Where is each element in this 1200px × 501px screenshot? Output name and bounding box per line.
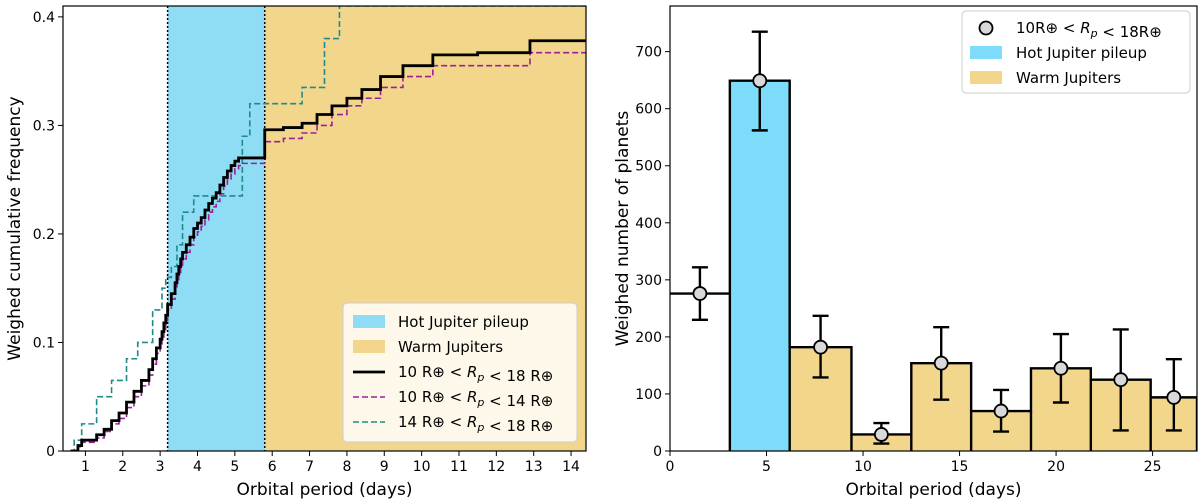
x-tick-label: 0 <box>666 459 675 475</box>
x-tick-label: 15 <box>951 459 969 475</box>
legend-label: 14 R⊕ < Rp < 18 R⊕ <box>398 413 553 435</box>
x-tick-label: 11 <box>450 459 468 475</box>
hot-jupiter-region <box>167 6 265 451</box>
x-tick-label: 9 <box>380 459 389 475</box>
y-tick-label: 0 <box>46 444 55 460</box>
data-point <box>1166 389 1182 405</box>
legend-box <box>342 302 578 443</box>
data-point <box>993 403 1009 419</box>
data-point <box>933 355 949 371</box>
legend-label: 10R⊕ < Rp < 18R⊕ <box>1016 19 1162 41</box>
y-tick-label: 400 <box>635 216 662 232</box>
x-tick-label: 1 <box>81 459 90 475</box>
legend-box <box>961 10 1191 94</box>
x-tick-label: 12 <box>487 459 505 475</box>
legend-swatch <box>970 71 1002 84</box>
y-tick-label: 600 <box>635 102 662 118</box>
y-tick-label: 100 <box>635 387 662 403</box>
plot-frame <box>62 5 587 452</box>
plot-area <box>670 30 1197 451</box>
plot-frame <box>669 5 1198 452</box>
x-tick-label: 5 <box>230 459 239 475</box>
legend-label: Warm Jupiters <box>1016 69 1121 87</box>
x-axis-label: Orbital period (days) <box>845 480 1021 500</box>
legend-label: 10 R⊕ < Rp < 14 R⊕ <box>398 388 553 410</box>
y-tick-label: 300 <box>635 273 662 289</box>
x-tick-label: 14 <box>562 459 580 475</box>
series-line-2 <box>70 51 586 451</box>
legend-marker <box>978 20 994 36</box>
data-point <box>692 286 708 301</box>
series-line-3 <box>70 6 586 451</box>
y-tick-label: 700 <box>635 45 662 61</box>
x-tick-label: 10 <box>413 459 431 475</box>
x-tick-label: 25 <box>1144 459 1162 475</box>
series-line-1 <box>70 39 586 451</box>
data-point <box>873 427 889 442</box>
y-tick-label: 0.4 <box>33 10 55 26</box>
y-tick-label: 200 <box>635 330 662 346</box>
data-point <box>813 339 828 355</box>
x-tick-label: 7 <box>305 459 314 475</box>
y-tick-label: 0.2 <box>33 227 55 243</box>
x-tick-label: 8 <box>342 459 351 475</box>
x-tick-label: 6 <box>268 459 277 475</box>
x-tick-label: 4 <box>193 459 202 475</box>
y-tick-label: 0.1 <box>33 335 55 351</box>
x-tick-label: 20 <box>1047 459 1065 475</box>
x-tick-label: 3 <box>156 459 165 475</box>
y-tick-label: 500 <box>635 159 662 175</box>
legend-swatch <box>353 340 385 353</box>
legend-label: Hot Jupiter pileup <box>1016 44 1147 62</box>
x-tick-label: 2 <box>118 459 127 475</box>
legend: Hot Jupiter pileup Warm Jupiters 10 R⊕ < R… <box>342 302 578 443</box>
y-tick-label: 0 <box>653 444 662 460</box>
x-axis-label: Orbital period (days) <box>236 480 412 500</box>
legend: 10R⊕ < Rp < 18R⊕ Hot Jupiter pileup Warm J… <box>961 10 1191 94</box>
legend-label: 10 R⊕ < Rp < 18 R⊕ <box>398 363 553 385</box>
y-axis-label: Weighed number of planets <box>613 111 633 347</box>
x-tick-label: 13 <box>525 459 543 475</box>
legend-label: Hot Jupiter pileup <box>398 313 529 331</box>
data-point <box>1113 372 1129 388</box>
histogram-outline <box>670 79 1197 451</box>
x-tick-label: 10 <box>854 459 872 475</box>
data-point <box>1053 360 1069 376</box>
legend-swatch <box>353 315 385 328</box>
y-axis-label: Weighed cumulative frequency <box>5 96 25 360</box>
histogram-bar <box>729 80 790 451</box>
data-point <box>752 73 768 89</box>
x-tick-label: 5 <box>762 459 771 475</box>
y-tick-label: 0.3 <box>33 118 55 134</box>
histogram-panel: 0 5 10 15 20 25 0 100 200 300 400 500 600 700 Orbital … <box>613 5 1198 500</box>
cumulative-frequency-panel: 1 2 3 4 5 6 7 8 9 10 11 12 13 1400.10.20.30.4Orbital … <box>5 5 587 500</box>
legend-swatch <box>970 46 1002 59</box>
legend-label: Warm Jupiters <box>398 338 503 356</box>
